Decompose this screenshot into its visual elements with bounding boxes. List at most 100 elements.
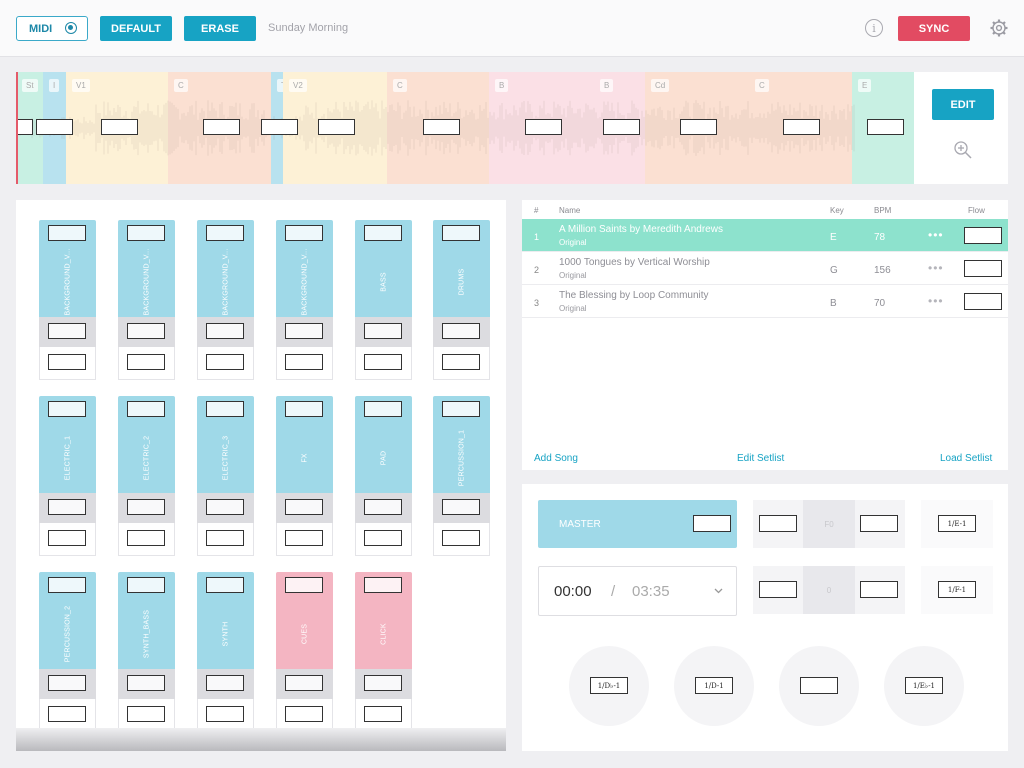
setlist-row[interactable]: 3 The Blessing by Loop Community Origina… — [522, 285, 1008, 318]
chevron-down-icon[interactable] — [714, 588, 723, 594]
channel-fader[interactable]: ELECTRIC_2 — [118, 396, 175, 493]
channel-level-box[interactable] — [364, 401, 402, 417]
mute-box[interactable] — [48, 499, 86, 515]
channel-output[interactable] — [39, 523, 96, 556]
channel-mute[interactable] — [276, 669, 333, 699]
section-marker-box[interactable] — [423, 119, 460, 135]
channel-level-box[interactable] — [285, 401, 323, 417]
time-display[interactable]: 00:00 / 03:35 — [538, 566, 737, 616]
channel-level-box[interactable] — [364, 577, 402, 593]
channel-fader[interactable]: ELECTRIC_3 — [197, 396, 254, 493]
mute-box[interactable] — [285, 675, 323, 691]
channel-mute[interactable] — [197, 669, 254, 699]
channel-mute[interactable] — [355, 493, 412, 523]
pad-button[interactable]: 1/D-1 — [674, 646, 754, 726]
section-marker-box[interactable] — [603, 119, 640, 135]
flow-toggle[interactable] — [964, 293, 1002, 310]
output-box[interactable] — [364, 530, 402, 546]
mute-box[interactable] — [285, 499, 323, 515]
erase-button[interactable]: ERASE — [184, 16, 256, 41]
channel-level-box[interactable] — [206, 401, 244, 417]
output-box[interactable] — [48, 706, 86, 722]
key-button[interactable]: 1/E-1 — [938, 515, 976, 532]
zoom-in-icon[interactable] — [953, 140, 973, 160]
gear-icon[interactable] — [989, 18, 1009, 38]
section-marker-box[interactable] — [680, 119, 717, 135]
arrangement-timeline[interactable]: StIV1CTrV2CBBCdCE — [16, 72, 918, 184]
mute-box[interactable] — [206, 499, 244, 515]
pad-button[interactable] — [779, 646, 859, 726]
mute-box[interactable] — [48, 675, 86, 691]
more-icon[interactable]: ••• — [928, 294, 944, 308]
tempo-down-button[interactable] — [759, 581, 797, 598]
channel-mute[interactable] — [197, 317, 254, 347]
channel-output[interactable] — [433, 523, 490, 556]
more-icon[interactable]: ••• — [928, 261, 944, 275]
section-marker-box[interactable] — [16, 119, 33, 135]
channel-mute[interactable] — [118, 669, 175, 699]
output-box[interactable] — [206, 530, 244, 546]
channel-mute[interactable] — [118, 317, 175, 347]
output-box[interactable] — [127, 354, 165, 370]
channel-mute[interactable] — [355, 669, 412, 699]
channel-output[interactable] — [355, 523, 412, 556]
channel-output[interactable] — [118, 699, 175, 732]
output-box[interactable] — [206, 706, 244, 722]
mute-box[interactable] — [206, 675, 244, 691]
channel-fader[interactable]: SYNTH — [197, 572, 254, 669]
section-marker-box[interactable] — [867, 119, 904, 135]
key-button[interactable]: 1/F-1 — [938, 581, 976, 598]
timeline-section[interactable]: V1 — [66, 72, 168, 184]
mute-box[interactable] — [442, 323, 480, 339]
channel-mute[interactable] — [433, 317, 490, 347]
channel-mute[interactable] — [118, 493, 175, 523]
channel-mute[interactable] — [276, 317, 333, 347]
mute-box[interactable] — [285, 323, 323, 339]
output-box[interactable] — [127, 706, 165, 722]
add-song-link[interactable]: Add Song — [534, 453, 578, 464]
mute-box[interactable] — [48, 323, 86, 339]
channel-output[interactable] — [276, 347, 333, 380]
channel-output[interactable] — [355, 347, 412, 380]
mute-box[interactable] — [127, 675, 165, 691]
channel-fader[interactable]: CLICK — [355, 572, 412, 669]
output-box[interactable] — [127, 530, 165, 546]
output-box[interactable] — [285, 354, 323, 370]
channel-level-box[interactable] — [364, 225, 402, 241]
output-box[interactable] — [48, 354, 86, 370]
output-box[interactable] — [364, 354, 402, 370]
channel-fader[interactable]: PAD — [355, 396, 412, 493]
pad-button[interactable]: 1/E♭-1 — [884, 646, 964, 726]
mute-box[interactable] — [127, 499, 165, 515]
channel-level-box[interactable] — [206, 225, 244, 241]
channel-level-box[interactable] — [442, 225, 480, 241]
section-marker-box[interactable] — [318, 119, 355, 135]
channel-output[interactable] — [197, 523, 254, 556]
mute-box[interactable] — [364, 323, 402, 339]
edit-button[interactable]: EDIT — [932, 89, 994, 120]
channel-output[interactable] — [276, 523, 333, 556]
flow-toggle[interactable] — [964, 260, 1002, 277]
channel-mute[interactable] — [39, 493, 96, 523]
mute-box[interactable] — [127, 323, 165, 339]
channel-output[interactable] — [118, 347, 175, 380]
channel-fader[interactable]: PERCUSSION_1 — [433, 396, 490, 493]
channel-fader[interactable]: BACKGROUND_V... — [118, 220, 175, 317]
channel-level-box[interactable] — [127, 577, 165, 593]
channel-mute[interactable] — [433, 493, 490, 523]
output-box[interactable] — [48, 530, 86, 546]
channel-fader[interactable]: FX — [276, 396, 333, 493]
section-marker-box[interactable] — [36, 119, 73, 135]
mute-box[interactable] — [364, 499, 402, 515]
channel-level-box[interactable] — [48, 577, 86, 593]
playhead[interactable] — [16, 72, 18, 184]
timeline-section[interactable]: V2 — [283, 72, 387, 184]
more-icon[interactable]: ••• — [928, 228, 944, 242]
channel-level-box[interactable] — [285, 577, 323, 593]
channel-mute[interactable] — [355, 317, 412, 347]
output-box[interactable] — [442, 530, 480, 546]
channel-fader[interactable]: ELECTRIC_1 — [39, 396, 96, 493]
mute-box[interactable] — [364, 675, 402, 691]
output-box[interactable] — [285, 706, 323, 722]
section-marker-box[interactable] — [203, 119, 240, 135]
